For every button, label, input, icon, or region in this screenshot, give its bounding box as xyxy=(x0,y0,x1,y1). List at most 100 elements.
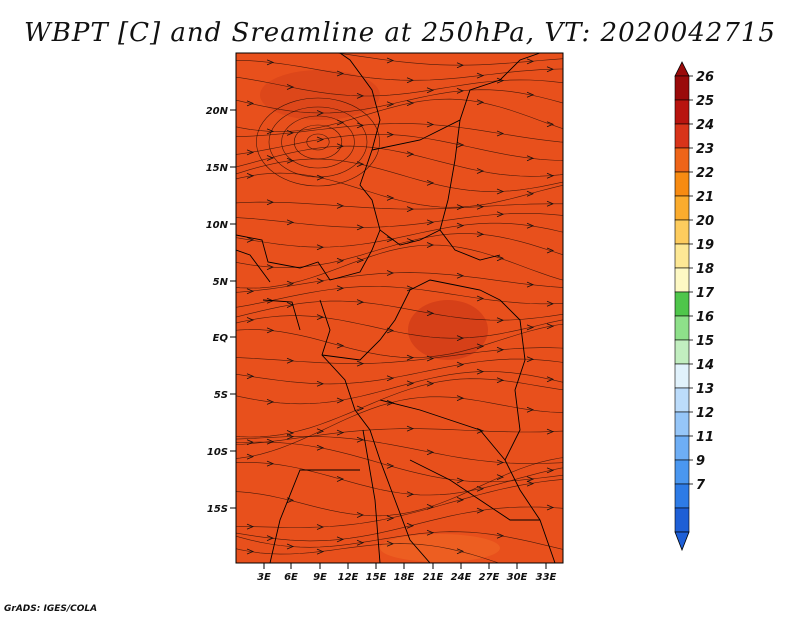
country-border xyxy=(371,53,541,151)
streamline-arrow xyxy=(356,122,365,129)
colorbar-label: 25 xyxy=(696,94,714,109)
streamline-arrow xyxy=(286,84,295,90)
streamline-arrow xyxy=(476,368,485,375)
streamline xyxy=(236,300,563,321)
streamline xyxy=(236,378,563,438)
streamline-arrow xyxy=(356,224,365,231)
streamline-arrow xyxy=(456,361,465,368)
streamline xyxy=(236,358,563,385)
streamline-arrow xyxy=(316,136,325,143)
streamline-arrow xyxy=(496,532,505,539)
streamline-arrow xyxy=(386,101,395,108)
streamline-arrow xyxy=(546,121,555,128)
streamline-arrow xyxy=(546,172,555,179)
streamline-arrow xyxy=(546,300,555,307)
streamline xyxy=(236,428,563,446)
lon-tick-label: 6E xyxy=(284,572,298,583)
streamline xyxy=(236,76,563,97)
streamline-arrow xyxy=(246,317,255,323)
country-border xyxy=(379,229,441,246)
streamline xyxy=(236,286,563,308)
colorbar-label: 13 xyxy=(696,382,714,397)
colorbar-label: 19 xyxy=(696,238,714,253)
streamline-arrow xyxy=(456,335,465,341)
streamline-arrow xyxy=(476,72,485,79)
streamline-arrow xyxy=(336,203,345,209)
streamline-arrow xyxy=(496,255,505,262)
colorbar-segment xyxy=(674,195,690,221)
colorbar-segment xyxy=(674,243,690,269)
streamline-arrow xyxy=(246,237,255,243)
lat-tick-label: EQ xyxy=(213,333,229,344)
colorbar-label: 9 xyxy=(696,454,705,469)
streamline-arrow xyxy=(336,257,345,264)
longitude-axis: 3E 6E 9E 12E 15E 18E 21E 24E 27E 30E 33E xyxy=(257,563,557,583)
streamline-arrow xyxy=(456,272,465,279)
streamline-arrow xyxy=(426,87,435,94)
streamline-arrow xyxy=(456,142,465,148)
streamline-arrow xyxy=(316,174,325,181)
colorbar-label: 16 xyxy=(696,310,714,325)
lon-tick-label: 24E xyxy=(451,572,472,583)
streamline-arrow xyxy=(286,433,295,440)
streamline-arrow xyxy=(526,281,535,288)
streamline-arrow xyxy=(316,444,325,451)
streamline-arrow xyxy=(336,285,345,292)
streamline-arrow xyxy=(426,529,435,536)
colorbar-label: 17 xyxy=(696,286,715,301)
streamline-arrow xyxy=(356,405,365,412)
colorbar-label: 7 xyxy=(696,478,706,493)
streamline-arrow xyxy=(386,131,395,138)
streamline-arrow xyxy=(496,474,505,480)
country-border xyxy=(409,459,540,521)
colorbar-label: 12 xyxy=(696,406,714,421)
streamline-arrow xyxy=(266,155,275,161)
streamline xyxy=(236,123,563,143)
streamline-arrow xyxy=(526,58,535,65)
wbpt-warm-patch-north xyxy=(260,70,380,120)
colorbar-segment xyxy=(674,411,690,437)
streamline-arrow xyxy=(316,314,325,320)
streamline-arrow xyxy=(476,231,485,238)
lon-tick-label: 21E xyxy=(423,572,444,583)
lon-tick-label: 3E xyxy=(257,572,271,583)
streamline-arrow xyxy=(526,324,535,331)
streamline xyxy=(236,396,563,459)
streamline-arrow xyxy=(386,540,395,547)
colorbar-segment xyxy=(674,147,690,173)
streamline-arrow xyxy=(406,100,415,106)
streamline-arrow xyxy=(526,476,535,482)
country-border xyxy=(362,429,381,563)
colorbar-segment xyxy=(674,435,690,461)
streamline-arrow xyxy=(266,460,275,467)
streamline-arrow xyxy=(406,522,415,529)
streamline-arrow xyxy=(316,110,325,116)
country-border xyxy=(269,469,360,563)
streamline-arrow xyxy=(526,155,535,162)
colorbar-segment xyxy=(674,267,690,293)
streamline-arrow xyxy=(526,356,535,363)
streamline-arrow xyxy=(496,77,505,84)
streamline-arrow xyxy=(316,244,325,251)
streamline-arrow xyxy=(316,278,325,284)
streamline-arrow xyxy=(336,429,345,436)
streamline-arrow xyxy=(526,91,535,98)
colorbar-segment xyxy=(674,315,690,341)
streamline xyxy=(334,53,563,66)
streamline-vortex xyxy=(268,106,368,178)
colorbar-segment xyxy=(674,459,690,485)
country-border xyxy=(499,299,556,563)
colorbar-label: 23 xyxy=(696,142,714,157)
streamline-arrow xyxy=(426,310,435,317)
streamline xyxy=(236,436,563,464)
lon-tick-label: 27E xyxy=(479,572,500,583)
streamline-vortex xyxy=(306,133,330,151)
streamline-arrow xyxy=(356,299,365,305)
streamline-arrow xyxy=(246,453,255,460)
colorbar-segment xyxy=(674,75,690,101)
streamline-arrow xyxy=(456,222,465,229)
streamline-arrow xyxy=(266,264,275,270)
map-plot-area xyxy=(235,52,564,564)
streamline xyxy=(236,158,563,192)
streamline xyxy=(236,213,563,228)
